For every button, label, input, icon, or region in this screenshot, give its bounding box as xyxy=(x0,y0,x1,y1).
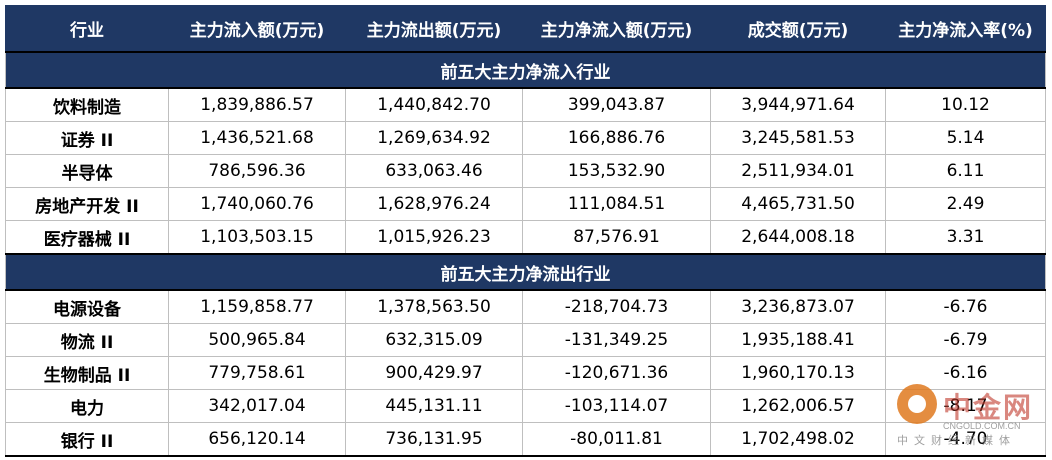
header-outflow: 主力流出额(万元) xyxy=(345,5,523,53)
outflow-cell: 632,315.09 xyxy=(345,323,523,357)
table-row: 医疗器械 II 1,103,503.15 1,015,926.23 87,576.91… xyxy=(5,220,1046,255)
table-row: 半导体 786,596.36 633,063.46 153,532.90 2,511,9… xyxy=(5,154,1046,188)
net-inflow-cell: -103,114.07 xyxy=(522,389,711,423)
net-inflow-rate-cell: 10.12 xyxy=(885,87,1046,122)
industry-cell: 电源设备 xyxy=(5,289,169,324)
turnover-cell: 3,944,971.64 xyxy=(710,87,886,122)
net-inflow-rate-cell: -6.79 xyxy=(885,323,1046,357)
inflow-cell: 342,017.04 xyxy=(168,389,346,423)
turnover-cell: 1,262,006.57 xyxy=(710,389,886,423)
net-inflow-cell: 399,043.87 xyxy=(522,87,711,122)
inflow-cell: 786,596.36 xyxy=(168,154,346,188)
inflow-cell: 1,103,503.15 xyxy=(168,220,346,255)
header-row: 行业 主力流入额(万元) 主力流出额(万元) 主力净流入额(万元) 成交额(万元… xyxy=(5,5,1046,53)
turnover-cell: 4,465,731.50 xyxy=(710,187,886,221)
net-inflow-rate-cell: 3.31 xyxy=(885,220,1046,255)
net-inflow-rate-cell: 2.49 xyxy=(885,187,1046,221)
outflow-cell: 445,131.11 xyxy=(345,389,523,423)
header-industry: 行业 xyxy=(5,5,169,53)
net-inflow-rate-cell: 5.14 xyxy=(885,121,1046,155)
outflow-cell: 900,429.97 xyxy=(345,356,523,390)
turnover-cell: 3,245,581.53 xyxy=(710,121,886,155)
turnover-cell: 1,935,188.41 xyxy=(710,323,886,357)
inflow-cell: 1,436,521.68 xyxy=(168,121,346,155)
header-inflow: 主力流入额(万元) xyxy=(168,5,346,53)
section-title: 前五大主力净流出行业 xyxy=(5,253,1046,291)
outflow-cell: 1,015,926.23 xyxy=(345,220,523,255)
outflow-cell: 1,378,563.50 xyxy=(345,289,523,324)
inflow-cell: 779,758.61 xyxy=(168,356,346,390)
net-inflow-rate-cell: -4.70 xyxy=(885,422,1046,457)
industry-cell: 银行 II xyxy=(5,422,169,457)
industry-cell: 房地产开发 II xyxy=(5,187,169,221)
net-inflow-cell: 166,886.76 xyxy=(522,121,711,155)
outflow-cell: 1,269,634.92 xyxy=(345,121,523,155)
table-container: 行业 主力流入额(万元) 主力流出额(万元) 主力净流入额(万元) 成交额(万元… xyxy=(5,5,1046,457)
inflow-cell: 1,159,858.77 xyxy=(168,289,346,324)
header-net-inflow: 主力净流入额(万元) xyxy=(522,5,711,53)
table-row: 电源设备 1,159,858.77 1,378,563.50 -218,704.73 3… xyxy=(5,289,1046,324)
outflow-cell: 736,131.95 xyxy=(345,422,523,457)
table-row: 电力 342,017.04 445,131.11 -103,114.07 1,262,0… xyxy=(5,389,1046,423)
section-header-row: 前五大主力净流出行业 xyxy=(5,253,1046,291)
inflow-cell: 1,740,060.76 xyxy=(168,187,346,221)
industry-cell: 生物制品 II xyxy=(5,356,169,390)
industry-cell: 医疗器械 II xyxy=(5,220,169,255)
net-inflow-cell: 87,576.91 xyxy=(522,220,711,255)
industry-cell: 证券 II xyxy=(5,121,169,155)
section-title: 前五大主力净流入行业 xyxy=(5,51,1046,89)
net-inflow-cell: 153,532.90 xyxy=(522,154,711,188)
turnover-cell: 2,511,934.01 xyxy=(710,154,886,188)
table-row: 证券 II 1,436,521.68 1,269,634.92 166,886.76 3… xyxy=(5,121,1046,155)
table-row: 饮料制造 1,839,886.57 1,440,842.70 399,043.87 3,… xyxy=(5,87,1046,122)
header-net-inflow-rate: 主力净流入率(%) xyxy=(885,5,1046,53)
inflow-cell: 1,839,886.57 xyxy=(168,87,346,122)
inflow-cell: 656,120.14 xyxy=(168,422,346,457)
inflow-cell: 500,965.84 xyxy=(168,323,346,357)
net-inflow-rate-cell: -8.17 xyxy=(885,389,1046,423)
industry-fund-flow-table: 行业 主力流入额(万元) 主力流出额(万元) 主力净流入额(万元) 成交额(万元… xyxy=(5,5,1046,457)
table-row: 房地产开发 II 1,740,060.76 1,628,976.24 111,084.… xyxy=(5,187,1046,221)
industry-cell: 饮料制造 xyxy=(5,87,169,122)
industry-cell: 半导体 xyxy=(5,154,169,188)
net-inflow-cell: 111,084.51 xyxy=(522,187,711,221)
outflow-cell: 633,063.46 xyxy=(345,154,523,188)
turnover-cell: 3,236,873.07 xyxy=(710,289,886,324)
table-row: 生物制品 II 779,758.61 900,429.97 -120,671.36 1,… xyxy=(5,356,1046,390)
table-row: 物流 II 500,965.84 632,315.09 -131,349.25 1,93… xyxy=(5,323,1046,357)
header-turnover: 成交额(万元) xyxy=(710,5,886,53)
turnover-cell: 1,702,498.02 xyxy=(710,422,886,457)
table-row: 银行 II 656,120.14 736,131.95 -80,011.81 1,702… xyxy=(5,422,1046,457)
net-inflow-cell: -218,704.73 xyxy=(522,289,711,324)
industry-cell: 电力 xyxy=(5,389,169,423)
outflow-cell: 1,628,976.24 xyxy=(345,187,523,221)
net-inflow-rate-cell: 6.11 xyxy=(885,154,1046,188)
section-header-row: 前五大主力净流入行业 xyxy=(5,51,1046,89)
turnover-cell: 2,644,008.18 xyxy=(710,220,886,255)
net-inflow-cell: -131,349.25 xyxy=(522,323,711,357)
outflow-cell: 1,440,842.70 xyxy=(345,87,523,122)
industry-cell: 物流 II xyxy=(5,323,169,357)
net-inflow-cell: -80,011.81 xyxy=(522,422,711,457)
net-inflow-rate-cell: -6.16 xyxy=(885,356,1046,390)
turnover-cell: 1,960,170.13 xyxy=(710,356,886,390)
net-inflow-cell: -120,671.36 xyxy=(522,356,711,390)
net-inflow-rate-cell: -6.76 xyxy=(885,289,1046,324)
